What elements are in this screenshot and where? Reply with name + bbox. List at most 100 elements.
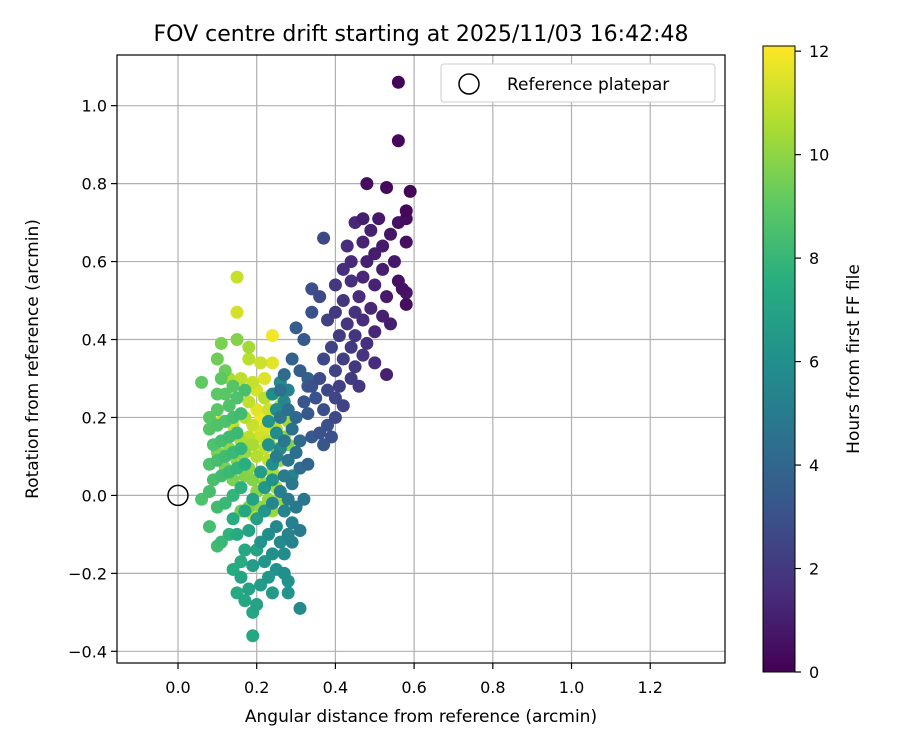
colorbar-tick-label: 2 — [809, 560, 819, 579]
data-point — [344, 274, 358, 288]
colorbar-tick-label: 4 — [809, 456, 819, 475]
data-point — [293, 523, 307, 537]
y-tick-label: 0.8 — [82, 175, 107, 194]
data-point — [301, 457, 315, 471]
x-tick-label: 0.2 — [244, 678, 269, 697]
data-point — [356, 212, 370, 226]
legend-box — [440, 63, 716, 103]
plot-frame — [116, 54, 726, 664]
data-point — [348, 329, 362, 343]
data-point — [254, 465, 268, 479]
data-point — [352, 379, 366, 393]
data-point — [344, 340, 358, 354]
data-point — [328, 278, 342, 292]
data-point — [313, 290, 327, 304]
data-point — [328, 410, 342, 424]
data-point — [238, 457, 252, 471]
data-point — [265, 496, 279, 510]
data-point — [328, 305, 342, 319]
data-point — [305, 305, 319, 319]
data-point — [332, 329, 346, 343]
data-point — [234, 481, 248, 495]
data-point — [242, 352, 256, 366]
data-point — [368, 325, 382, 339]
data-point — [364, 223, 378, 237]
data-point — [391, 134, 405, 148]
legend: Reference platepar — [440, 63, 716, 103]
data-point — [265, 356, 279, 370]
data-point — [372, 212, 386, 226]
data-point — [234, 442, 248, 456]
data-point — [297, 333, 311, 347]
data-point — [360, 336, 374, 350]
data-point — [285, 352, 299, 366]
colorbar-tick-label: 12 — [809, 42, 829, 61]
data-point — [258, 371, 272, 385]
data-point — [210, 403, 224, 417]
data-point — [403, 184, 417, 198]
data-point — [277, 566, 291, 580]
data-point — [242, 340, 256, 354]
data-point — [364, 301, 378, 315]
y-tick-label: 0.2 — [82, 408, 107, 427]
data-point — [202, 485, 216, 499]
data-point — [230, 305, 244, 319]
data-point — [340, 239, 354, 253]
data-point — [214, 371, 228, 385]
x-tick-label: 0.0 — [165, 678, 190, 697]
x-tick-label: 1.2 — [638, 678, 663, 697]
data-point — [368, 356, 382, 370]
data-point — [399, 235, 413, 249]
data-point — [293, 601, 307, 615]
data-point — [356, 270, 370, 284]
data-point — [238, 383, 252, 397]
data-point — [265, 586, 279, 600]
data-point — [234, 570, 248, 584]
data-point — [356, 235, 370, 249]
data-point — [234, 555, 248, 569]
data-point — [324, 430, 338, 444]
data-point — [281, 586, 295, 600]
reference-platepar-marker — [167, 484, 189, 507]
data-point — [336, 294, 350, 308]
grid-lines — [117, 55, 725, 663]
data-point — [399, 297, 413, 311]
data-point — [376, 262, 390, 276]
data-point — [230, 270, 244, 284]
data-point — [242, 395, 256, 409]
data-point — [230, 333, 244, 347]
data-point — [277, 504, 291, 518]
data-point — [348, 360, 362, 374]
x-axis-ticks: 0.0 0.2 0.4 0.6 0.8 1.0 1.2 — [165, 663, 663, 697]
data-point — [352, 290, 366, 304]
data-point — [336, 399, 350, 413]
data-point — [242, 582, 256, 596]
data-point — [265, 329, 279, 343]
data-point — [265, 473, 279, 487]
data-point — [289, 321, 303, 335]
data-point — [242, 523, 256, 537]
data-point — [273, 383, 287, 397]
data-point — [293, 434, 307, 448]
data-point — [246, 629, 260, 643]
data-point — [336, 352, 350, 366]
data-point — [317, 352, 331, 366]
data-point — [328, 364, 342, 378]
data-point — [238, 594, 252, 608]
data-point — [285, 477, 299, 491]
data-point — [230, 527, 244, 541]
data-point — [384, 227, 398, 241]
y-tick-label: −0.4 — [68, 642, 107, 661]
scatter-points — [195, 75, 417, 643]
data-point — [234, 407, 248, 421]
data-point — [277, 368, 291, 382]
data-point — [195, 375, 209, 389]
colorbar-tick-label: 0 — [809, 663, 819, 682]
data-point — [293, 364, 307, 378]
data-point — [254, 356, 268, 370]
data-point — [289, 410, 303, 424]
data-point — [368, 278, 382, 292]
data-point — [313, 371, 327, 385]
data-point — [246, 492, 260, 506]
